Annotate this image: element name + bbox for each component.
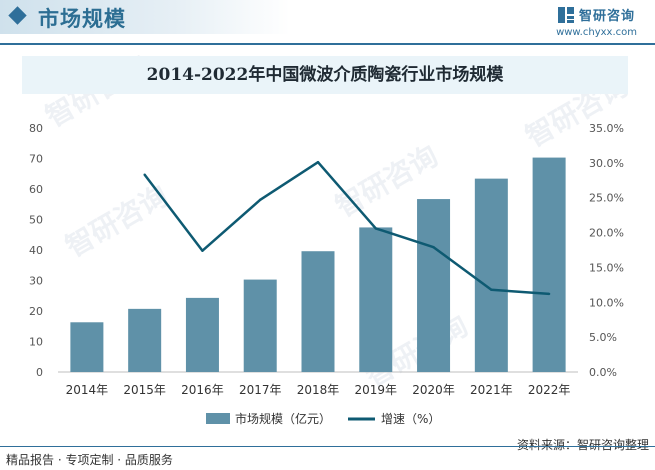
header-divider — [0, 43, 655, 45]
y-right-tick-label: 5.0% — [589, 331, 617, 344]
bar — [70, 322, 104, 372]
y-right-tick-label: 10.0% — [589, 296, 624, 309]
y-right-tick-label: 30.0% — [589, 157, 624, 170]
section-banner — [0, 0, 290, 34]
legend-bar-label: 市场规模（亿元） — [235, 411, 331, 426]
y-left-tick-label: 80 — [29, 122, 43, 135]
growth-point — [259, 198, 262, 202]
growth-point — [547, 292, 551, 296]
bar — [243, 279, 277, 372]
x-tick-label: 2022年 — [528, 383, 571, 397]
y-left-tick-label: 60 — [29, 183, 43, 196]
growth-point — [374, 227, 377, 230]
y-left-tick-label: 50 — [29, 214, 43, 227]
bar — [128, 308, 162, 372]
x-tick-label: 2016年 — [181, 383, 224, 397]
chart-title-box: 2014-2022年中国微波介质陶瓷行业市场规模 — [22, 56, 628, 94]
y-right-tick-label: 35.0% — [589, 122, 624, 135]
growth-point — [490, 288, 493, 291]
growth-point — [432, 246, 435, 249]
growth-point — [316, 160, 320, 164]
legend-bar-swatch — [206, 413, 230, 424]
growth-line — [143, 160, 550, 296]
section-title: 市场规模 — [38, 7, 126, 31]
growth-point — [201, 249, 204, 252]
legend-line-label: 增速（%） — [381, 412, 440, 426]
x-tick-label: 2018年 — [297, 383, 340, 397]
footer-divider — [0, 446, 655, 447]
bar — [359, 227, 393, 372]
bar — [301, 251, 335, 372]
y-left-tick-label: 10 — [29, 336, 43, 349]
bar — [185, 297, 219, 372]
bar — [474, 178, 508, 372]
x-tick-label: 2020年 — [412, 383, 455, 397]
y-left-tick-label: 30 — [29, 275, 43, 288]
x-tick-label: 2014年 — [66, 383, 109, 397]
y-right-tick-label: 0.0% — [589, 366, 617, 379]
page-header: 市场规模 智研咨询 www.chyxx.com — [0, 0, 655, 45]
brand-url[interactable]: www.chyxx.com — [556, 27, 637, 38]
y-left-tick-label: 20 — [29, 305, 43, 318]
bar — [417, 199, 451, 372]
y-right-tick-label: 25.0% — [589, 192, 624, 205]
chart-title: 2014-2022年中国微波介质陶瓷行业市场规模 — [146, 65, 504, 85]
footer-tagline: 精品报告 · 专项定制 · 品质服务 — [6, 453, 173, 467]
brand: 智研咨询 — [557, 5, 635, 24]
bar — [532, 157, 566, 372]
source-note: 资料来源：智研咨询整理 — [516, 438, 649, 452]
brand-name: 智研咨询 — [578, 9, 635, 24]
y-left-tick-label: 40 — [29, 244, 43, 257]
brand-logo-icon — [557, 6, 574, 23]
y-right-tick-label: 20.0% — [589, 227, 624, 240]
y-left-tick-label: 70 — [29, 153, 43, 166]
x-tick-label: 2015年 — [123, 383, 166, 397]
growth-point — [143, 173, 146, 176]
x-tick-label: 2017年 — [239, 383, 282, 397]
x-tick-label: 2021年 — [470, 383, 513, 397]
x-tick-label: 2019年 — [355, 383, 398, 397]
y-right-tick-label: 15.0% — [589, 261, 624, 274]
y-left-tick-label: 0 — [36, 366, 43, 379]
